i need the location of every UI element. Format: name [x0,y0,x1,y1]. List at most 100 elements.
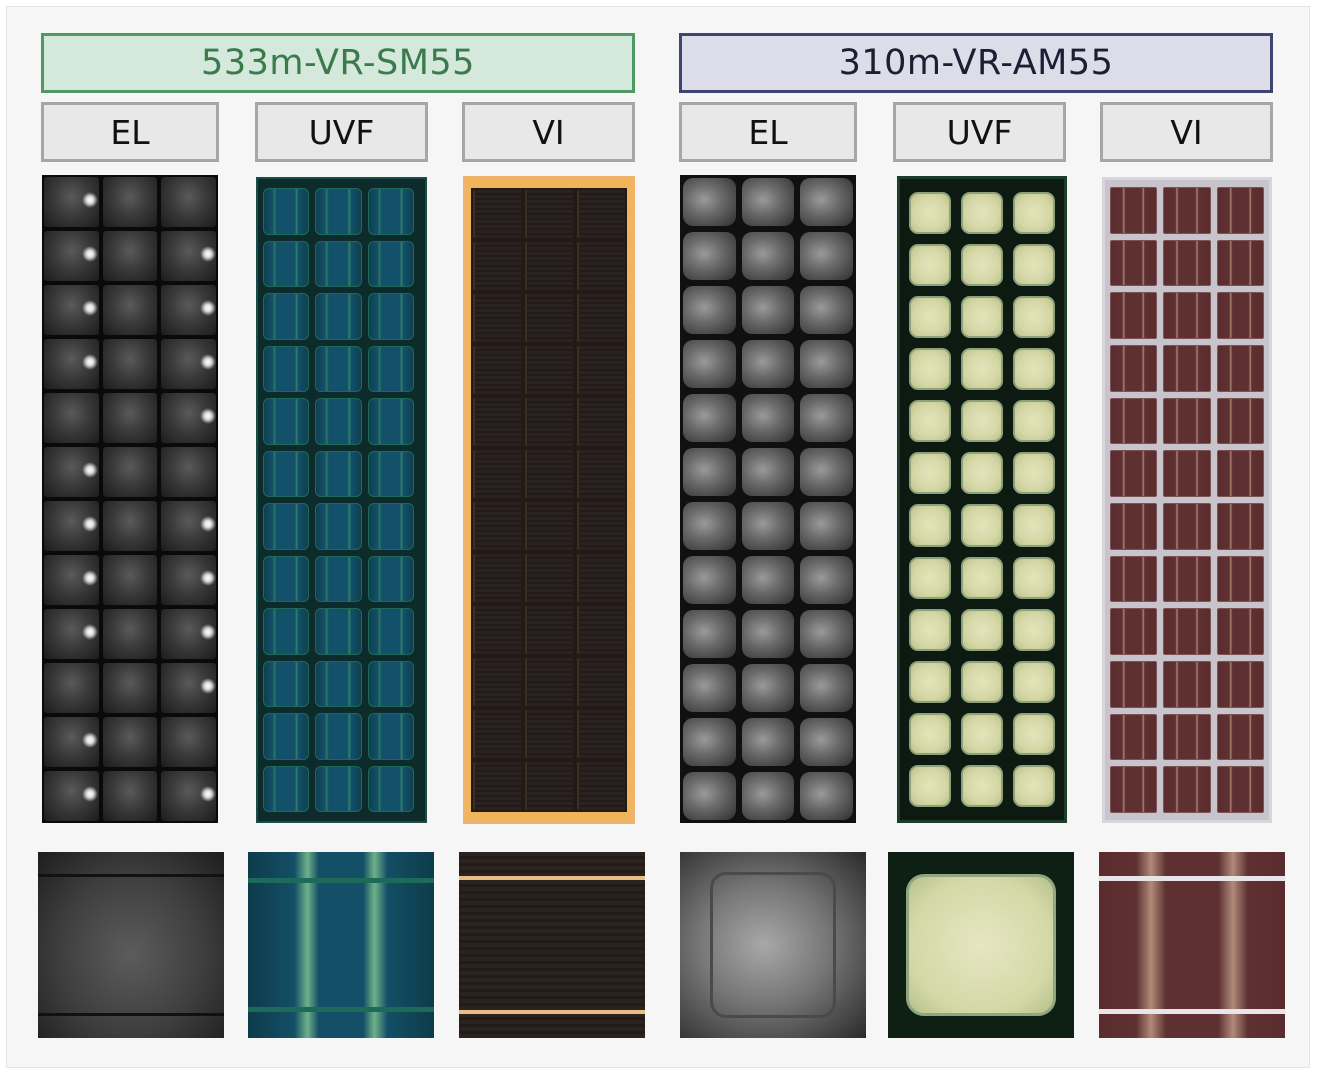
solar-cell [161,555,216,605]
solar-cell [800,502,853,550]
solar-cell [102,555,158,605]
solar-cell [1216,397,1264,445]
solar-cell [44,393,99,443]
solar-cell [961,556,1003,599]
solar-cell [1110,397,1158,445]
solar-cell [44,663,99,713]
solar-cell [473,398,521,446]
solar-cell [1110,713,1158,761]
solar-cell [683,556,736,604]
solar-cell [741,718,795,766]
solar-cell [525,242,573,290]
cell-closeup-el-310m [680,852,866,1038]
solar-cell [473,554,521,602]
solar-cell [909,608,951,651]
solar-cell [961,244,1003,287]
solar-cell [315,555,362,602]
solar-cell [577,554,625,602]
solar-cell [741,502,795,550]
solar-cell [473,190,521,238]
solar-cell [315,293,362,340]
solar-cell [367,345,414,392]
solar-cell [525,190,573,238]
solar-cell [315,713,362,760]
solar-cell [909,400,951,443]
group-title-533m: 533m-VR-SM55 [41,33,635,93]
solar-cell [525,294,573,342]
solar-cell [1216,239,1264,287]
solar-cell [1163,661,1211,708]
solar-cell [161,231,216,281]
cell-closeup-vi-533m [459,852,645,1038]
solar-cell [577,450,625,498]
solar-cell [1216,503,1264,550]
solar-cell [525,710,573,758]
solar-cell [1110,661,1158,708]
solar-cell [909,244,951,287]
col-header-el-310m: EL [679,102,857,162]
solar-cell [741,286,795,334]
solar-cell [525,606,573,654]
solar-cell [161,393,216,443]
solar-cell [909,556,951,599]
solar-cell [44,285,99,335]
solar-cell [161,663,216,713]
solar-cell [683,448,736,496]
solar-cell [44,177,99,227]
solar-cell [102,177,158,227]
solar-cell [525,554,573,602]
solar-cell [102,663,158,713]
solar-cell [1216,187,1264,234]
solar-cell [800,178,853,226]
solar-cell [44,447,99,497]
solar-cell [367,293,414,340]
solar-cell [683,772,736,820]
solar-cell [577,294,625,342]
solar-cell [577,762,625,810]
solar-cell [800,286,853,334]
solar-cell [315,765,362,812]
solar-cell [367,713,414,760]
solar-cell [741,448,795,496]
solar-cell [161,717,216,767]
solar-cell [741,340,795,388]
solar-cell [44,555,99,605]
solar-cell [367,765,414,812]
solar-cell [683,286,736,334]
solar-cell [367,660,414,707]
col-header-vi-533m: VI [462,102,635,162]
solar-cell [683,232,736,280]
solar-cell [1013,608,1055,651]
solar-cell [1110,239,1158,287]
solar-cell [1216,766,1264,813]
solar-cell [800,448,853,496]
solar-cell [161,285,216,335]
solar-cell [741,556,795,604]
solar-cell [525,502,573,550]
solar-cell [161,501,216,551]
solar-cell [577,710,625,758]
solar-cell [1013,452,1055,495]
cell-closeup-el-533m [38,852,224,1038]
solar-cell [683,394,736,442]
solar-cell [1013,712,1055,755]
cell-closeup-uvf-310m [888,852,1074,1038]
solar-cell [102,339,158,389]
group-title-310m: 310m-VR-AM55 [679,33,1273,93]
solar-cell [44,339,99,389]
solar-cell [367,503,414,550]
solar-cell [525,450,573,498]
solar-cell [473,450,521,498]
solar-cell [800,232,853,280]
solar-cell [473,658,521,706]
solar-cell [102,285,158,335]
solar-cell [961,712,1003,755]
solar-cell [1163,187,1211,234]
solar-cell [263,660,310,707]
solar-cell [102,609,158,659]
solar-cell [961,504,1003,547]
solar-cell [263,608,310,655]
solar-cell [1013,244,1055,287]
solar-cell [961,452,1003,495]
solar-cell [683,664,736,712]
